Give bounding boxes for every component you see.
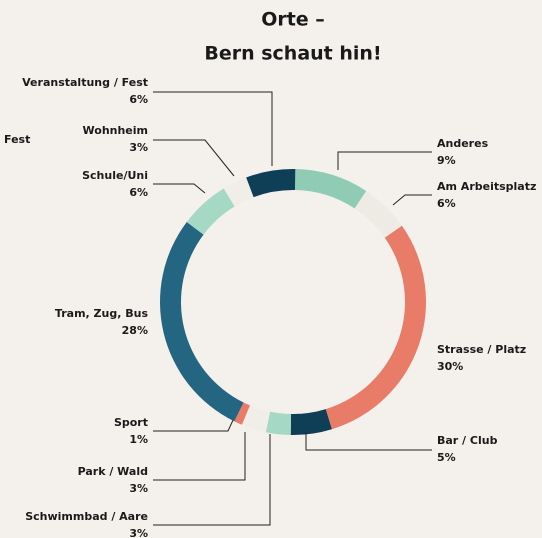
slice-value-label: 5%	[437, 451, 456, 464]
slice-label: Schwimmbad / Aare	[25, 510, 148, 523]
leader-line	[153, 139, 235, 177]
slice	[354, 190, 402, 238]
annotation: Fest	[4, 133, 30, 146]
slice-label: Veranstaltung / Fest	[22, 76, 148, 89]
leader-line	[305, 432, 432, 451]
slice-value-label: 6%	[129, 93, 148, 106]
leader-line	[153, 91, 273, 166]
slice-label: Anderes	[437, 137, 489, 150]
slice	[241, 405, 271, 433]
slice-value-label: 6%	[129, 186, 148, 199]
slice-value-label: 9%	[437, 154, 456, 167]
slice	[160, 221, 244, 422]
slice-value-label: 30%	[437, 360, 463, 373]
slice-label: Wohnheim	[83, 124, 148, 137]
slice	[290, 409, 332, 435]
slice	[223, 177, 254, 207]
leader-line	[153, 432, 246, 481]
slice-value-label: 28%	[122, 324, 148, 337]
slice	[234, 402, 250, 425]
slice-value-label: 6%	[437, 197, 456, 210]
slice	[186, 188, 235, 235]
slice-value-label: 3%	[129, 527, 148, 538]
slice-value-label: 3%	[129, 141, 148, 154]
leader-line	[153, 183, 206, 194]
slice-value-label: 1%	[129, 433, 148, 446]
slice-label: Am Arbeitsplatz	[437, 180, 536, 193]
slice-label: Tram, Zug, Bus	[55, 307, 149, 320]
slice	[246, 169, 296, 198]
chart-title: Orte –	[261, 9, 325, 31]
slice-value-label: 3%	[129, 482, 148, 495]
slice-label: Park / Wald	[78, 465, 148, 478]
slice-label: Schule/Uni	[82, 169, 148, 182]
chart-subtitle: Bern schaut hin!	[204, 43, 381, 65]
slice	[265, 411, 292, 435]
leader-line	[392, 194, 432, 206]
slice	[325, 225, 427, 430]
leader-line	[153, 417, 235, 432]
slice-label: Sport	[114, 416, 148, 429]
slice-label: Bar / Club	[437, 434, 498, 447]
slice-label: Strasse / Platz	[437, 343, 526, 356]
slice	[294, 169, 367, 209]
leader-line	[337, 151, 432, 170]
leader-line	[153, 434, 271, 526]
